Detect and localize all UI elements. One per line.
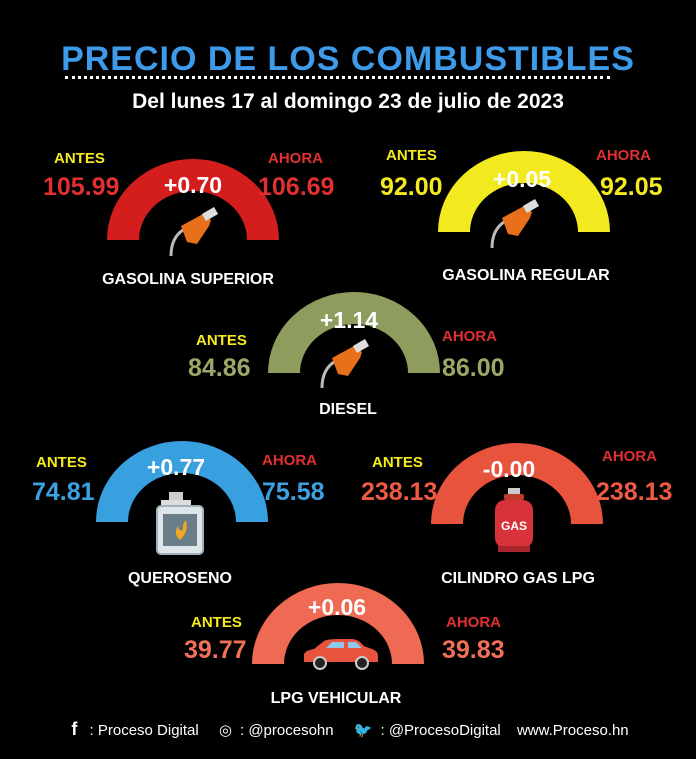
gauge-arc (252, 583, 424, 665)
price-after: 92.05 (600, 173, 663, 201)
fuel-name: GASOLINA SUPERIOR (102, 271, 274, 288)
twitter-link[interactable]: 🐦 : @ProcesoDigital (350, 722, 505, 739)
price-before: 105.99 (43, 173, 120, 201)
gauge-arc (438, 151, 610, 233)
svg-text:GAS: GAS (501, 519, 527, 533)
label-antes: ANTES (36, 454, 87, 471)
label-antes: ANTES (191, 614, 242, 631)
page-title: PRECIO DE LOS COMBUSTIBLES (61, 40, 635, 78)
fuel-nozzle-icon (490, 199, 540, 249)
price-change: +0.05 (492, 166, 552, 192)
footer: f : Proceso Digital ◎ : @procesohn 🐦 : @Pr… (0, 719, 696, 740)
fuel-name: CILINDRO GAS LPG (441, 570, 595, 587)
price-before: 39.77 (184, 636, 247, 664)
price-before: 74.81 (32, 478, 95, 506)
fuel-name: GASOLINA REGULAR (442, 267, 610, 284)
label-antes: ANTES (54, 150, 105, 167)
label-antes: ANTES (386, 147, 437, 164)
label-antes: ANTES (372, 454, 423, 471)
fuel-name: LPG VEHICULAR (270, 690, 402, 707)
price-after: 39.83 (442, 636, 505, 664)
instagram-handle: : @procesohn (240, 722, 334, 739)
title-dotted-underline (65, 76, 610, 79)
price-after: 106.69 (258, 173, 335, 201)
instagram-icon: ◎ (218, 722, 232, 739)
fuel-nozzle-icon (320, 339, 370, 389)
website-link[interactable]: www.Proceso.hn (516, 722, 629, 739)
gauge-arc (96, 441, 268, 523)
twitter-handle: : @ProcesoDigital (380, 722, 501, 739)
fuel-name: QUEROSENO (127, 570, 232, 587)
label-ahora: AHORA (602, 448, 657, 465)
price-change: -0.00 (482, 456, 536, 482)
fuel-name: DIESEL (319, 401, 377, 418)
label-ahora: AHORA (596, 147, 651, 164)
price-before: 84.86 (188, 354, 251, 382)
label-ahora: AHORA (262, 452, 317, 469)
fuel-nozzle-icon (169, 207, 219, 257)
instagram-link[interactable]: ◎ : @procesohn (215, 722, 338, 739)
gas-cylinder-icon: GAS (495, 488, 533, 552)
facebook-icon: f (71, 719, 78, 739)
label-ahora: AHORA (446, 614, 501, 631)
label-ahora: AHORA (268, 150, 323, 167)
gauge-arc (268, 292, 440, 374)
price-before: 92.00 (380, 173, 443, 201)
price-change: +0.70 (163, 172, 223, 198)
price-before: 238.13 (361, 478, 438, 506)
facebook-handle: : Proceso Digital (89, 722, 199, 739)
price-after: 238.13 (596, 478, 673, 506)
label-antes: ANTES (196, 332, 247, 349)
price-change: +0.06 (307, 594, 367, 620)
price-change: +1.14 (319, 307, 379, 333)
price-after: 75.58 (262, 478, 325, 506)
price-after: 86.00 (442, 354, 505, 382)
kerosene-can-icon (156, 492, 204, 555)
page-subtitle: Del lunes 17 al domingo 23 de julio de 2… (132, 90, 564, 113)
twitter-icon: 🐦 (353, 722, 373, 739)
facebook-link[interactable]: f : Proceso Digital (67, 719, 202, 739)
gauge-arc (107, 159, 279, 241)
car-icon (304, 639, 378, 670)
price-change: +0.77 (146, 454, 206, 480)
gauge-arc (431, 443, 603, 525)
label-ahora: AHORA (442, 328, 497, 345)
